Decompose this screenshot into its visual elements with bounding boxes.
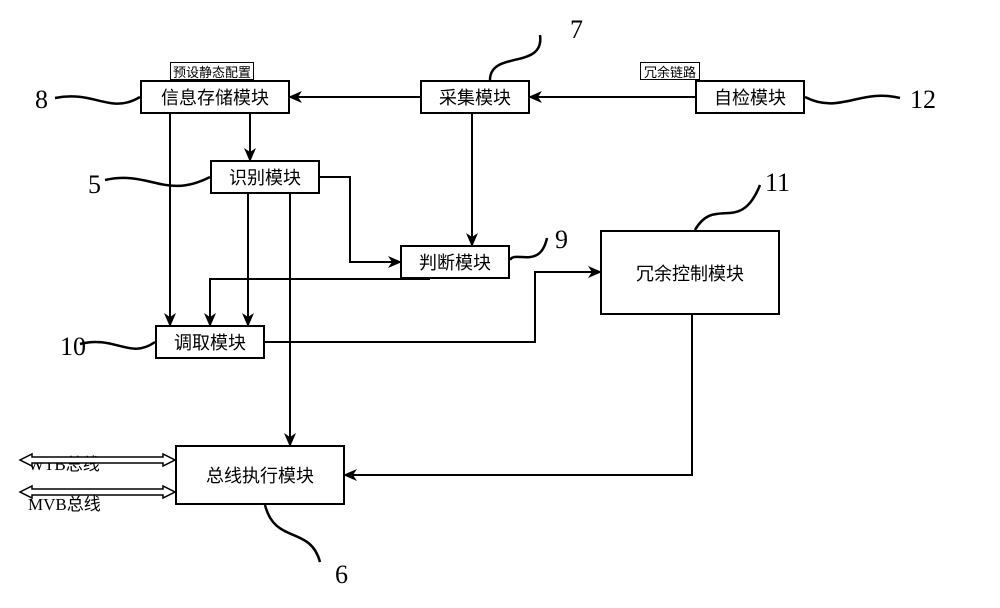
ref-num-9: 9 xyxy=(555,225,568,255)
selfcheck-module-label: 自检模块 xyxy=(714,84,786,110)
ref-num-7: 7 xyxy=(570,15,583,45)
ref-num-10: 10 xyxy=(60,332,86,362)
collect-module-label: 采集模块 xyxy=(439,84,511,110)
identify-module-label: 识别模块 xyxy=(229,164,301,190)
redundancy-module-label: 冗余控制模块 xyxy=(636,260,744,286)
ref-num-5: 5 xyxy=(88,170,101,200)
collect-module-box: 采集模块 xyxy=(420,80,530,114)
storage-module-box: 信息存储模块 xyxy=(140,80,290,114)
identify-module-box: 识别模块 xyxy=(210,160,320,194)
ref-num-6: 6 xyxy=(335,560,348,590)
redundancy-module-box: 冗余控制模块 xyxy=(600,230,780,315)
judge-module-box: 判断模块 xyxy=(400,245,510,279)
storage-module-label: 信息存储模块 xyxy=(161,84,269,110)
busexec-module-label: 总线执行模块 xyxy=(206,462,314,488)
judge-module-label: 判断模块 xyxy=(419,249,491,275)
mvb-bus-label: MVB总线 xyxy=(28,490,101,515)
fetch-module-label: 调取模块 xyxy=(174,329,246,355)
redlink-label-box: 冗余链路 xyxy=(640,62,700,80)
fetch-module-box: 调取模块 xyxy=(155,325,265,359)
selfcheck-module-box: 自检模块 xyxy=(695,80,805,114)
wtb-bus-label: WTB总线 xyxy=(28,450,100,475)
ref-num-11: 11 xyxy=(765,168,790,198)
preset-label-box: 预设静态配置 xyxy=(170,62,254,80)
redlink-label: 冗余链路 xyxy=(644,62,696,81)
busexec-module-box: 总线执行模块 xyxy=(175,445,345,505)
preset-label: 预设静态配置 xyxy=(173,62,251,81)
ref-num-8: 8 xyxy=(35,85,48,115)
ref-num-12: 12 xyxy=(910,85,936,115)
